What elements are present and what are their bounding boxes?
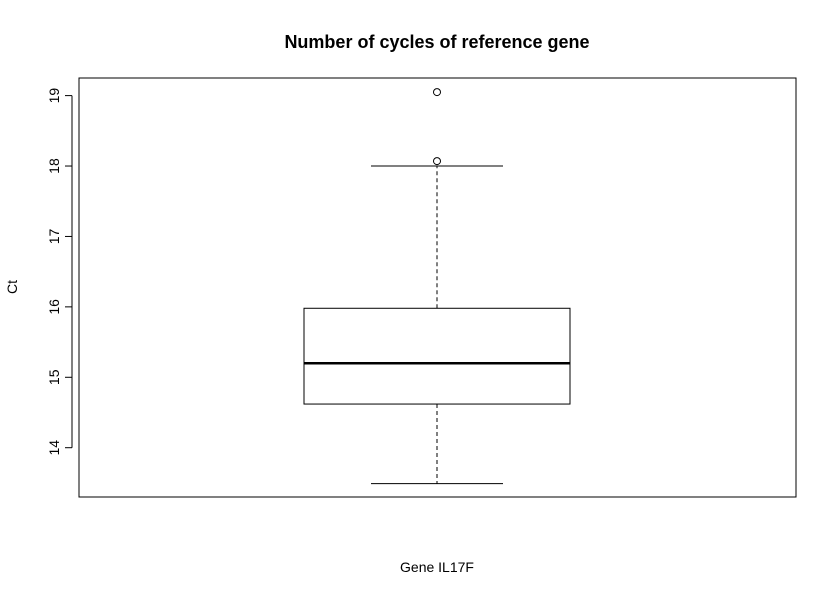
y-tick-label: 14: [46, 440, 62, 456]
outlier-point: [433, 88, 441, 97]
y-tick-label: 17: [46, 228, 62, 244]
x-axis-label: Gene IL17F: [400, 559, 474, 575]
y-axis-label: Ct: [4, 280, 20, 294]
plot-frame: [78, 77, 797, 498]
y-tick-label: 19: [46, 88, 62, 104]
outlier-point: [433, 157, 441, 166]
y-axis: 14 15 16 17 18 19: [46, 88, 73, 456]
box-plot: [303, 88, 571, 485]
y-tick-label: 18: [46, 158, 62, 174]
interquartile-box: [303, 307, 571, 405]
chart-title: Number of cycles of reference gene: [284, 32, 589, 52]
y-tick-label: 16: [46, 299, 62, 315]
y-tick-label: 15: [46, 369, 62, 385]
